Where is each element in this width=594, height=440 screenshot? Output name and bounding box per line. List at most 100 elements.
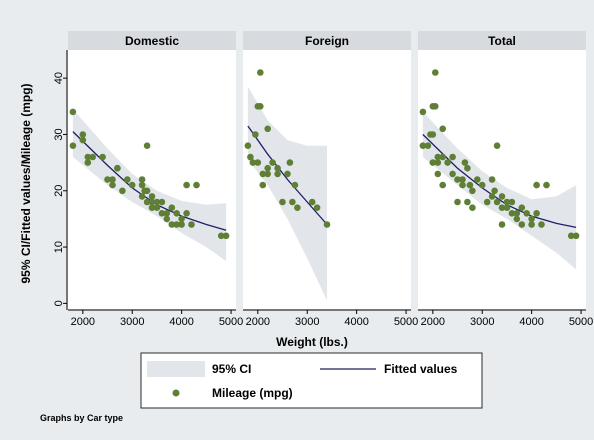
data-point	[109, 181, 116, 189]
y-tick-label: 30	[53, 128, 65, 140]
data-point	[163, 215, 171, 223]
x-tick-label: 5000	[569, 316, 593, 328]
data-point	[493, 142, 501, 149]
data-point	[158, 210, 166, 217]
panel-header	[243, 31, 411, 50]
x-tick-label: 4000	[169, 316, 193, 328]
data-point	[138, 181, 146, 189]
data-point	[69, 108, 77, 116]
x-tick-label: 5000	[219, 316, 243, 328]
x-tick-label: 3000	[295, 316, 319, 328]
data-point	[109, 176, 116, 183]
data-point	[469, 204, 476, 211]
data-point	[279, 198, 286, 206]
legend-points-label: Mileage (mpg)	[212, 386, 293, 400]
data-point	[84, 159, 92, 166]
data-point	[469, 187, 476, 195]
panel-header	[418, 31, 586, 50]
data-point	[518, 221, 526, 228]
data-point	[419, 108, 427, 116]
data-point	[89, 153, 96, 161]
data-point	[528, 221, 535, 228]
data-point	[138, 176, 146, 183]
data-point	[488, 193, 496, 200]
data-point	[523, 210, 530, 217]
panel-total: Total	[418, 31, 586, 309]
data-point	[217, 232, 225, 240]
data-point	[503, 204, 511, 211]
data-point	[503, 198, 511, 206]
data-point	[449, 170, 456, 178]
data-point	[69, 142, 77, 149]
data-point	[193, 181, 200, 189]
data-point	[143, 142, 151, 149]
data-point	[459, 181, 466, 189]
data-point	[434, 153, 442, 161]
data-point	[508, 210, 516, 217]
data-point	[173, 210, 180, 217]
data-point	[478, 181, 486, 189]
data-point	[264, 164, 272, 172]
data-point	[264, 170, 272, 178]
data-point	[533, 210, 540, 217]
x-tick-label: 2000	[246, 316, 270, 328]
data-point	[289, 198, 296, 206]
data-point	[143, 198, 151, 206]
data-point	[183, 210, 190, 217]
panels-layer: Domestic Foreign Total	[68, 31, 586, 309]
panel-domestic: Domestic	[68, 31, 236, 309]
data-point	[274, 164, 281, 172]
y-tick-label: 20	[53, 185, 65, 197]
panel-title: Domestic	[125, 34, 179, 48]
data-point	[567, 232, 575, 240]
legend-ci-swatch	[147, 361, 205, 377]
data-point	[449, 153, 456, 161]
ci-band	[422, 111, 577, 270]
data-point	[454, 176, 461, 183]
data-point	[257, 69, 264, 76]
x-tick-label: 3000	[120, 316, 144, 328]
data-point	[257, 103, 264, 110]
data-point	[538, 221, 545, 228]
data-point	[419, 142, 427, 149]
data-point	[163, 210, 171, 217]
y-tick-label: 40	[53, 72, 65, 84]
data-point	[513, 210, 521, 217]
data-point	[459, 176, 466, 183]
data-point	[138, 193, 146, 200]
data-point	[424, 142, 432, 149]
data-point	[464, 164, 471, 172]
data-point	[247, 153, 254, 161]
data-point	[222, 232, 230, 240]
y-axis-label: 95% CI/Fitted values/Mileage (mpg)	[19, 83, 33, 283]
data-point	[148, 193, 156, 200]
data-point	[168, 204, 176, 211]
data-point	[269, 159, 276, 166]
data-point	[168, 221, 176, 228]
data-point	[188, 221, 195, 228]
data-point	[148, 198, 156, 206]
data-point	[308, 198, 316, 206]
plot-area	[418, 50, 586, 309]
data-point	[491, 187, 498, 195]
data-point	[79, 131, 87, 138]
data-point	[294, 204, 301, 211]
data-point	[464, 198, 471, 206]
data-point	[148, 204, 156, 211]
panel-header	[68, 31, 236, 50]
data-point	[488, 176, 496, 183]
data-point	[264, 125, 272, 133]
x-tick-label: 2000	[421, 316, 445, 328]
data-point	[178, 221, 185, 228]
data-point	[432, 103, 439, 110]
data-point	[84, 153, 92, 161]
data-point	[493, 198, 501, 206]
data-point	[323, 221, 331, 228]
data-point	[79, 136, 87, 144]
data-point	[173, 221, 180, 228]
y-tick-label: 0	[53, 300, 65, 306]
x-tick-label: 4000	[344, 316, 368, 328]
panel-foreign: Foreign	[243, 31, 411, 309]
data-point	[259, 181, 267, 189]
fitted-line	[247, 125, 328, 225]
